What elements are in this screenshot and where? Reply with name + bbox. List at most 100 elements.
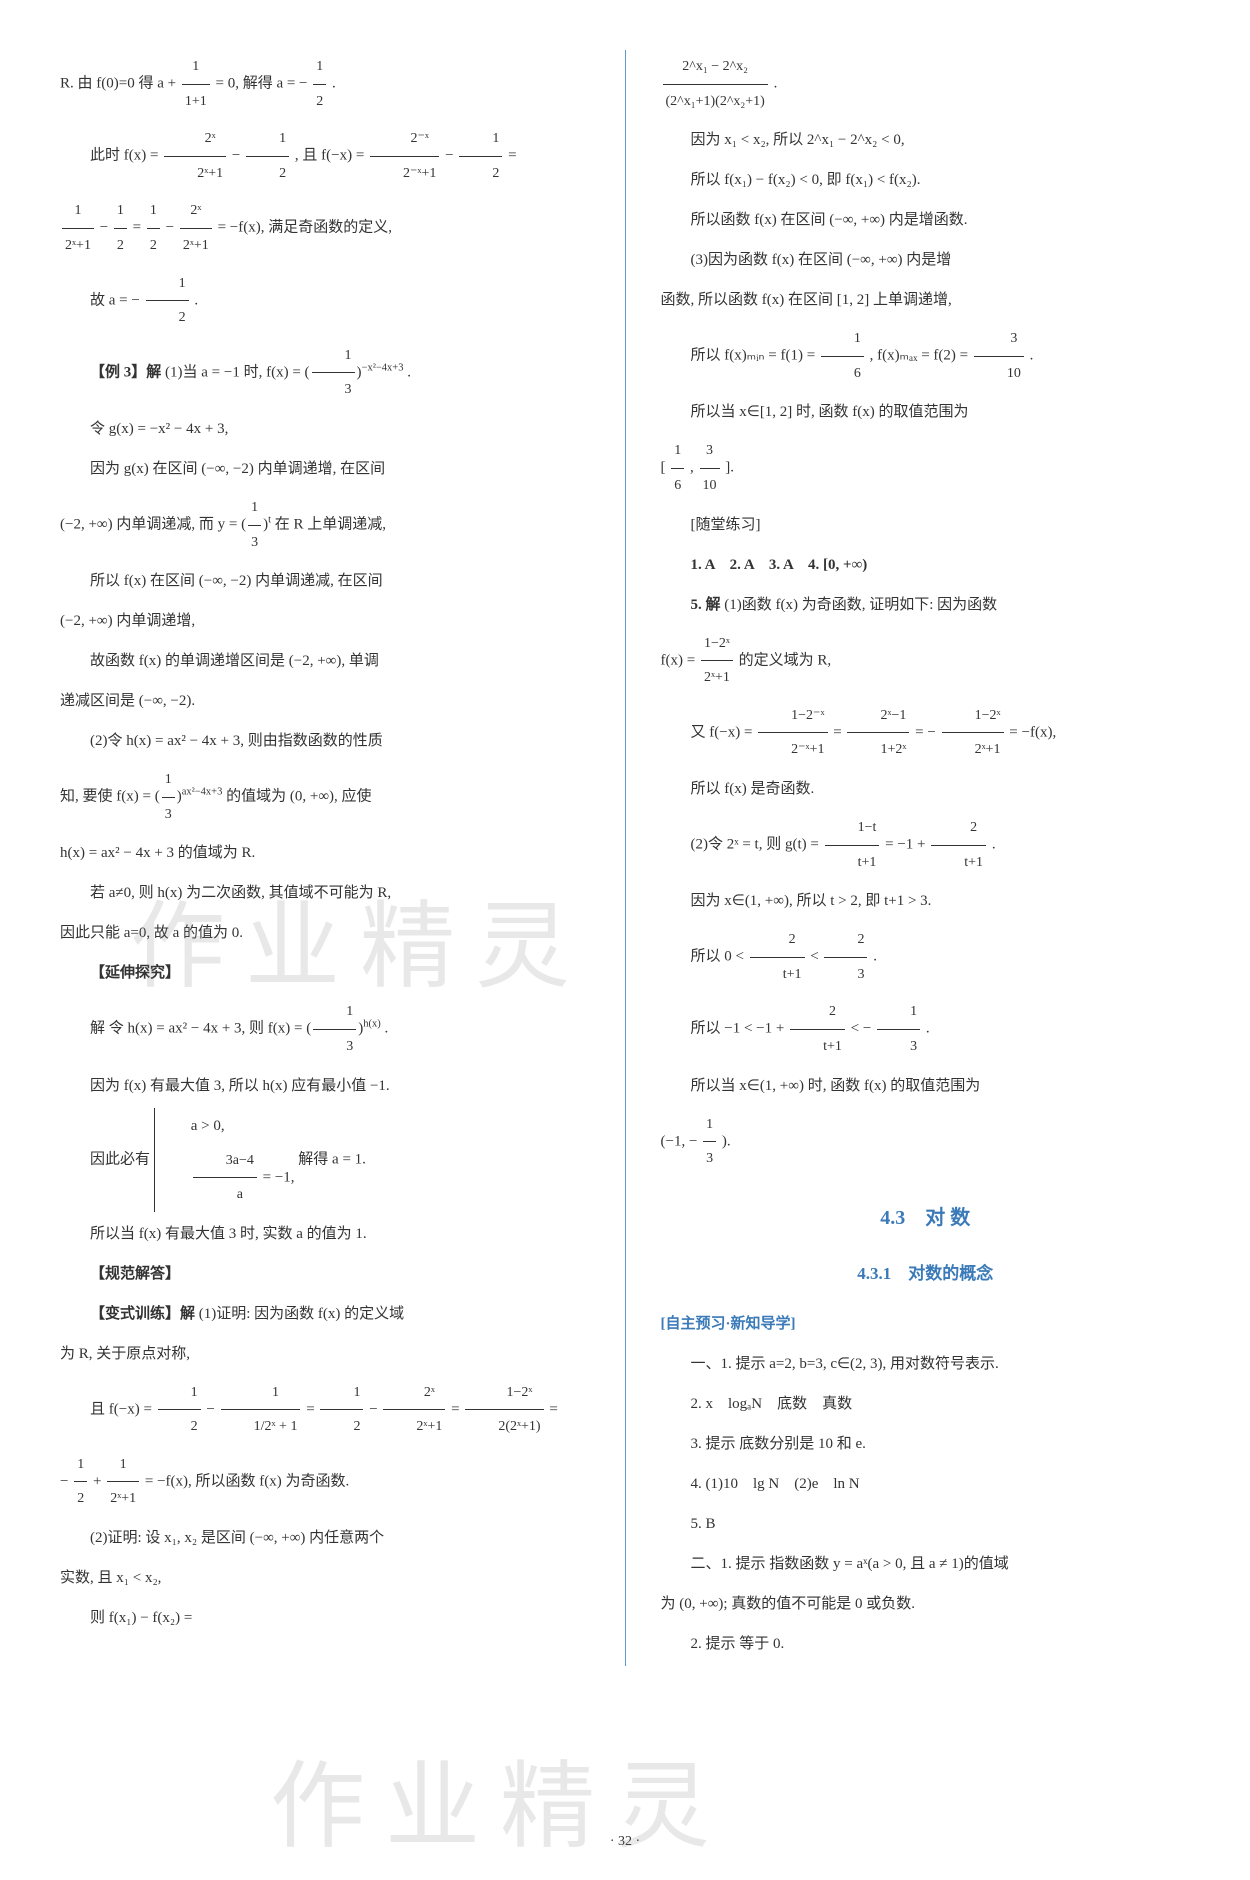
text-line: (−2, +∞) 内单调递减, 而 y = (13)t 在 R 上单调递减,	[60, 491, 590, 559]
text: 故 a = −	[90, 292, 140, 308]
fraction: 12ˣ+1	[62, 194, 94, 262]
text: (1)当 a = −1 时, f(x) =	[165, 364, 301, 380]
text-line: [ 16 , 310 ].	[661, 434, 1191, 502]
text: .	[194, 292, 198, 308]
text-line: 2^x₁ − 2^x₂(2^x₁+1)(2^x₂+1) .	[661, 50, 1191, 118]
text-line: 因为 x₁ < x₂, 所以 2^x₁ − 2^x₂ < 0,	[661, 122, 1191, 158]
section-title: 4.3 对 数	[661, 1194, 1191, 1242]
text: =	[833, 724, 841, 740]
text-line: 为 R, 关于原点对称,	[60, 1336, 590, 1372]
heading: [自主预习·新知导学]	[661, 1306, 1191, 1342]
practice-heading: [随堂练习]	[661, 507, 1191, 543]
text: (−2, +∞) 内单调递减, 而 y =	[60, 516, 237, 532]
text: 所以 0 <	[691, 949, 744, 965]
fraction: 2t+1	[931, 811, 986, 879]
text-line: 3. 提示 底数分别是 10 和 e.	[661, 1426, 1191, 1462]
text-line: 2. 提示 等于 0.	[661, 1626, 1191, 1662]
text: 解 令 h(x) = ax² − 4x + 3, 则 f(x) =	[90, 1021, 302, 1037]
fraction: 16	[671, 434, 684, 502]
text: −	[206, 1401, 214, 1417]
text: +	[93, 1473, 101, 1489]
text-line: 所以 0 < 2t+1 < 23 .	[661, 923, 1191, 991]
text: =	[508, 148, 516, 164]
text-line: (2)令 h(x) = ax² − 4x + 3, 则由指数函数的性质	[60, 723, 590, 759]
text-line: 为 (0, +∞); 真数的值不可能是 0 或负数.	[661, 1586, 1191, 1622]
text: .	[332, 76, 336, 92]
heading: 【延伸探究】	[60, 955, 590, 991]
text: −	[60, 1473, 68, 1489]
section-subtitle: 4.3.1 对数的概念	[661, 1254, 1191, 1295]
watermark-text: 作业精灵	[270, 1730, 730, 1867]
text: , 且 f(−x) =	[295, 148, 364, 164]
extension-heading: 【延伸探究】	[90, 965, 180, 981]
fraction: 11/2ˣ + 1	[221, 1376, 301, 1444]
text-line: 12ˣ+1 − 12 = 12 − 2ˣ2ˣ+1 = −f(x), 满足奇函数的…	[60, 194, 590, 262]
fraction: 12ˣ+1	[107, 1448, 139, 1516]
fraction: 13	[162, 763, 175, 831]
page-number: · 32 ·	[610, 1834, 640, 1850]
text-line: 则 f(x₁) − f(x₂) =	[60, 1600, 590, 1636]
text: = −f(x),	[1009, 724, 1056, 740]
column-divider	[625, 50, 626, 1666]
text: 的值域为 (0, +∞), 应使	[226, 789, 371, 805]
text-line: 令 g(x) = −x² − 4x + 3,	[60, 411, 590, 447]
text-line: 所以 −1 < −1 + 2t+1 < − 13 .	[661, 995, 1191, 1063]
fraction: 16	[821, 322, 864, 390]
fraction: 1−tt+1	[825, 811, 880, 879]
example-heading: 【例 3】解	[90, 364, 161, 380]
text-line: 所以 f(x) 是奇函数.	[661, 771, 1191, 807]
fraction: 1−2ˣ2ˣ+1	[701, 627, 733, 695]
fraction: 12	[246, 122, 289, 190]
text: = −f(x), 所以函数 f(x) 为奇函数.	[145, 1473, 349, 1489]
text-line: 所以当 x∈[1, 2] 时, 函数 f(x) 的取值范围为	[661, 394, 1191, 430]
text: 所以 f(x)ₘᵢₙ = f(1) =	[691, 348, 816, 364]
text-line: 所以 f(x₁) − f(x₂) < 0, 即 f(x₁) < f(x₂).	[661, 162, 1191, 198]
text: 知, 要使 f(x) =	[60, 789, 151, 805]
case-line: 3a−4a = −1,	[161, 1144, 295, 1212]
page-container: R. 由 f(0)=0 得 a + 11+1 = 0, 解得 a = − 12 …	[0, 0, 1250, 1706]
text-line: − 12 + 12ˣ+1 = −f(x), 所以函数 f(x) 为奇函数.	[60, 1448, 590, 1516]
fraction: 12	[158, 1376, 201, 1444]
text-line: (3)因为函数 f(x) 在区间 (−∞, +∞) 内是增	[661, 242, 1191, 278]
fraction: 12	[74, 1448, 87, 1516]
text-line: h(x) = ax² − 4x + 3 的值域为 R.	[60, 835, 590, 871]
text-line: (2)证明: 设 x₁, x₂ 是区间 (−∞, +∞) 内任意两个	[60, 1520, 590, 1556]
text-line: 因为 g(x) 在区间 (−∞, −2) 内单调递增, 在区间	[60, 451, 590, 487]
text-line: (−1, − 13 ).	[661, 1108, 1191, 1176]
text-line: 【变式训练】解 (1)证明: 因为函数 f(x) 的定义域	[60, 1296, 590, 1332]
fraction: 2ˣ2ˣ+1	[383, 1376, 445, 1444]
fraction: 2⁻ˣ2⁻ˣ+1	[370, 122, 439, 190]
fraction: 2^x₁ − 2^x₂(2^x₁+1)(2^x₂+1)	[663, 50, 768, 118]
fraction: 13	[312, 339, 355, 407]
text: 又 f(−x) =	[691, 724, 753, 740]
text-line: 因为 x∈(1, +∞), 所以 t > 2, 即 t+1 > 3.	[661, 883, 1191, 919]
fraction: 12	[146, 267, 189, 335]
text: =	[451, 1401, 459, 1417]
text: < −	[851, 1021, 872, 1037]
text-line: 一、1. 提示 a=2, b=3, c∈(2, 3), 用对数符号表示.	[661, 1346, 1191, 1382]
text: −	[369, 1401, 377, 1417]
fraction: 2t+1	[750, 923, 805, 991]
text-line: 所以函数 f(x) 在区间 (−∞, +∞) 内是增函数.	[661, 202, 1191, 238]
fraction: 12	[313, 50, 326, 118]
text: −	[445, 148, 453, 164]
fraction: 1−2ˣ2ˣ+1	[942, 699, 1004, 767]
text: 所以 −1 < −1 +	[691, 1021, 785, 1037]
text-line: 知, 要使 f(x) = (13)ax²−4x+3 的值域为 (0, +∞), …	[60, 763, 590, 831]
text-line: 函数, 所以函数 f(x) 在区间 [1, 2] 上单调递增,	[661, 282, 1191, 318]
fraction: 11+1	[182, 50, 210, 118]
text-line: 【例 3】解 (1)当 a = −1 时, f(x) = (13)−x²−4x+…	[60, 339, 590, 407]
text: =	[549, 1401, 557, 1417]
q-number: 5. 解	[691, 597, 725, 613]
text-line: 递减区间是 (−∞, −2).	[60, 683, 590, 719]
text-line: 所以当 f(x) 有最大值 3 时, 实数 a 的值为 1.	[60, 1216, 590, 1252]
text-line: R. 由 f(0)=0 得 a + 11+1 = 0, 解得 a = − 12 …	[60, 50, 590, 118]
standard-heading: 【规范解答】	[90, 1266, 180, 1282]
heading: 【规范解答】	[60, 1256, 590, 1292]
text: , f(x)ₘₐₓ = f(2) =	[870, 348, 968, 364]
text: (2)令 2ˣ = t, 则 g(t) =	[691, 836, 819, 852]
fraction: 12	[320, 1376, 363, 1444]
text-line: f(x) = 1−2ˣ2ˣ+1 的定义域为 R,	[661, 627, 1191, 695]
text: ].	[725, 460, 734, 476]
text-line: 所以 f(x) 在区间 (−∞, −2) 内单调递减, 在区间	[60, 563, 590, 599]
